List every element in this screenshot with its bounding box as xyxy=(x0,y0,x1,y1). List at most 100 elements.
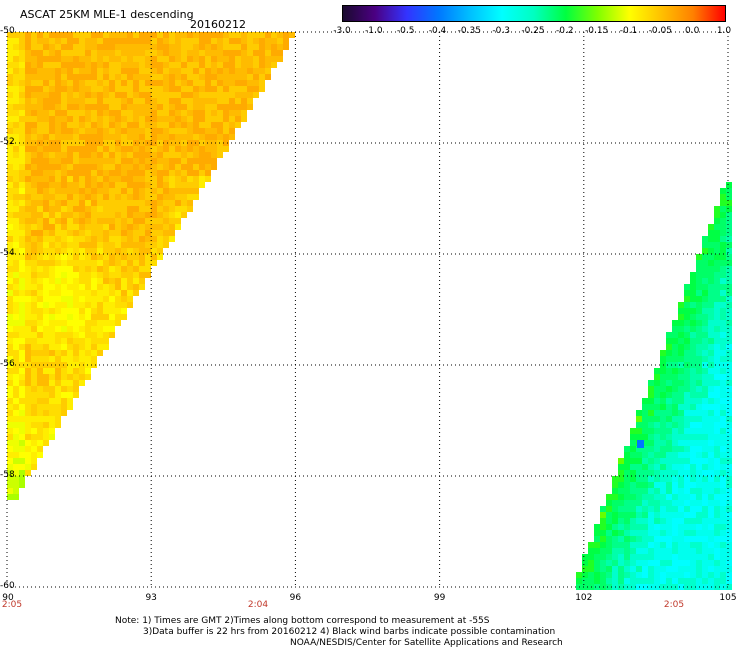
data-cell xyxy=(19,326,25,332)
data-cell xyxy=(13,182,19,188)
data-cell xyxy=(43,392,49,398)
data-cell xyxy=(97,302,103,308)
data-cell xyxy=(121,170,127,176)
data-cell xyxy=(684,482,690,488)
data-cell xyxy=(55,38,61,44)
data-cell xyxy=(25,200,31,206)
data-cell xyxy=(714,410,720,416)
data-cell xyxy=(7,212,13,218)
data-cell xyxy=(163,38,169,44)
data-cell xyxy=(726,446,732,452)
data-cell xyxy=(654,434,660,440)
data-cell xyxy=(49,326,55,332)
data-cell xyxy=(61,44,67,50)
data-cell xyxy=(121,98,127,104)
data-cell xyxy=(708,470,714,476)
data-cell xyxy=(79,272,85,278)
data-cell xyxy=(648,476,654,482)
data-cell xyxy=(85,176,91,182)
data-cell xyxy=(181,122,187,128)
data-cell xyxy=(714,332,720,338)
data-cell xyxy=(612,494,618,500)
data-cell xyxy=(678,404,684,410)
data-cell xyxy=(19,440,25,446)
data-cell xyxy=(127,218,133,224)
data-cell xyxy=(67,392,73,398)
data-cell xyxy=(67,302,73,308)
data-cell xyxy=(55,416,61,422)
data-cell xyxy=(702,548,708,554)
data-cell xyxy=(151,224,157,230)
data-cell xyxy=(31,128,37,134)
data-cell xyxy=(283,44,289,50)
data-cell xyxy=(49,266,55,272)
data-cell xyxy=(25,272,31,278)
data-cell xyxy=(708,404,714,410)
data-cell xyxy=(43,146,49,152)
data-cell xyxy=(157,92,163,98)
data-cell xyxy=(7,350,13,356)
data-cell-anomaly xyxy=(637,440,644,448)
data-cell xyxy=(79,236,85,242)
data-cell xyxy=(25,152,31,158)
data-cell xyxy=(672,440,678,446)
data-cell xyxy=(67,278,73,284)
data-cell xyxy=(726,524,732,530)
data-cell xyxy=(25,446,31,452)
data-cell xyxy=(13,110,19,116)
data-cell xyxy=(702,356,708,362)
data-cell xyxy=(660,386,666,392)
data-cell xyxy=(714,338,720,344)
data-cell xyxy=(684,464,690,470)
data-cell xyxy=(25,410,31,416)
data-cell xyxy=(121,152,127,158)
data-cell xyxy=(199,182,205,188)
data-cell xyxy=(55,392,61,398)
data-cell xyxy=(43,350,49,356)
data-cell xyxy=(187,62,193,68)
data-cell xyxy=(31,410,37,416)
data-cell xyxy=(19,260,25,266)
data-cell xyxy=(720,392,726,398)
data-cell xyxy=(85,212,91,218)
data-cell xyxy=(55,332,61,338)
data-cell xyxy=(187,128,193,134)
data-cell xyxy=(229,44,235,50)
data-cell xyxy=(187,122,193,128)
data-cell xyxy=(277,50,283,56)
data-cell xyxy=(648,464,654,470)
data-cell xyxy=(55,386,61,392)
data-cell xyxy=(690,278,696,284)
data-cell xyxy=(696,386,702,392)
data-cell xyxy=(67,164,73,170)
data-cell xyxy=(594,566,600,572)
data-cell xyxy=(73,56,79,62)
data-cell xyxy=(151,128,157,134)
data-cell xyxy=(13,98,19,104)
data-cell xyxy=(199,56,205,62)
data-cell xyxy=(654,566,660,572)
data-cell xyxy=(654,482,660,488)
data-cell xyxy=(73,260,79,266)
data-cell xyxy=(97,74,103,80)
data-cell xyxy=(79,296,85,302)
data-cell xyxy=(163,122,169,128)
data-cell xyxy=(151,86,157,92)
data-cell xyxy=(211,110,217,116)
data-cell xyxy=(55,326,61,332)
data-cell xyxy=(109,50,115,56)
data-cell xyxy=(187,164,193,170)
data-cell xyxy=(642,446,648,452)
data-cell xyxy=(97,248,103,254)
data-cell xyxy=(97,38,103,44)
data-cell xyxy=(37,98,43,104)
data-cell xyxy=(55,110,61,116)
data-cell xyxy=(157,50,163,56)
data-cell xyxy=(672,560,678,566)
data-cell xyxy=(109,182,115,188)
data-cell xyxy=(702,494,708,500)
data-cell xyxy=(708,236,714,242)
data-cell xyxy=(241,68,247,74)
data-cell xyxy=(618,572,624,578)
data-cell xyxy=(133,68,139,74)
